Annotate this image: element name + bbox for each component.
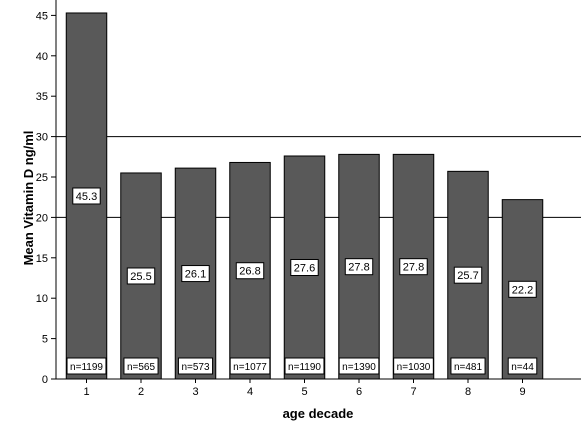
value-label-text: 27.8 [403, 262, 424, 274]
x-tick-label: 5 [301, 386, 307, 398]
n-label-box [229, 357, 271, 375]
value-label: 27.6 [290, 258, 319, 276]
value-label-text: 27.8 [348, 262, 369, 274]
n-label-box [284, 357, 325, 375]
value-label-text: 26.1 [185, 269, 206, 281]
n-label-box [338, 357, 380, 375]
n-label: n=1199 [66, 357, 107, 375]
n-label-box [177, 357, 214, 375]
value-label-text: 45.3 [76, 191, 97, 203]
x-tick-label: 2 [138, 386, 144, 398]
y-axis-title: Mean Vitamin D ng/ml [21, 131, 36, 266]
y-tick-label: 40 [36, 51, 48, 63]
value-label-box [126, 267, 156, 285]
y-axis: 0 5 10 15 20 25 30 35 40 45 [36, 0, 57, 386]
value-label-box [344, 258, 374, 276]
bar-labels: 45.3 n=1199 25.5 n=565 26.1 n=573 26.8 n=1077 27… [66, 187, 538, 375]
n-label-text: n=1190 [288, 362, 321, 373]
y-tick-label: 5 [42, 334, 48, 346]
value-label: 25.5 [126, 267, 156, 285]
value-label-box [235, 262, 265, 280]
x-tick-label: 4 [247, 386, 253, 398]
n-label-box [123, 357, 159, 375]
y-tick-label: 35 [36, 91, 48, 103]
value-label-text: 25.5 [130, 271, 151, 283]
y-tick-label: 30 [36, 132, 48, 144]
value-label-text: 22.2 [512, 284, 533, 296]
n-label: n=44 [507, 357, 538, 375]
value-label-box [290, 258, 319, 276]
n-label-box [507, 357, 538, 375]
value-label-box [399, 258, 428, 276]
n-label-text: n=1077 [233, 362, 267, 373]
y-tick-label: 0 [42, 374, 48, 386]
value-label-box [508, 280, 537, 298]
y-tick-label: 10 [36, 293, 48, 305]
n-label-text: n=44 [511, 362, 534, 373]
y-tick-label: 15 [36, 253, 48, 265]
n-label: n=481 [450, 357, 486, 375]
value-label: 26.8 [235, 262, 265, 280]
x-tick-label: 6 [356, 386, 362, 398]
n-label: n=1077 [229, 357, 271, 375]
x-axis-title: age decade [283, 406, 354, 421]
y-tick-label: 20 [36, 212, 48, 224]
n-label-box [450, 357, 486, 375]
x-tick-label: 8 [465, 386, 471, 398]
n-label: n=573 [177, 357, 214, 375]
n-label-text: n=1390 [342, 362, 376, 373]
value-label: 27.8 [399, 258, 428, 276]
n-label: n=1030 [393, 357, 434, 375]
y-tick-label: 25 [36, 172, 48, 184]
value-label: 27.8 [344, 258, 374, 276]
value-label: 45.3 [72, 187, 101, 205]
value-label-text: 26.8 [239, 266, 260, 278]
n-label-text: n=573 [181, 362, 210, 373]
bars [65, 12, 544, 380]
n-label-text: n=565 [127, 362, 156, 373]
n-label-text: n=1199 [70, 362, 103, 373]
n-label-box [66, 357, 107, 375]
value-label-text: 25.7 [457, 270, 478, 282]
value-label-box [181, 265, 210, 283]
x-tick-label: 1 [83, 386, 89, 398]
value-label-text: 27.6 [294, 262, 315, 274]
x-tick-label: 7 [410, 386, 416, 398]
value-label: 26.1 [181, 265, 210, 283]
n-label-box [393, 357, 434, 375]
value-label-box [453, 266, 483, 284]
x-axis: 1 2 3 4 5 6 7 8 9 [56, 378, 581, 398]
y-tick-label: 45 [36, 10, 48, 22]
x-tick-label: 3 [192, 386, 198, 398]
value-label: 25.7 [453, 266, 483, 284]
x-tick-label: 9 [519, 386, 525, 398]
n-label: n=1190 [284, 357, 325, 375]
value-label-box [72, 187, 101, 205]
value-label: 22.2 [508, 280, 537, 298]
n-label-text: n=481 [454, 362, 483, 373]
n-label: n=1390 [338, 357, 380, 375]
n-label: n=565 [123, 357, 159, 375]
n-label-text: n=1030 [397, 362, 431, 373]
